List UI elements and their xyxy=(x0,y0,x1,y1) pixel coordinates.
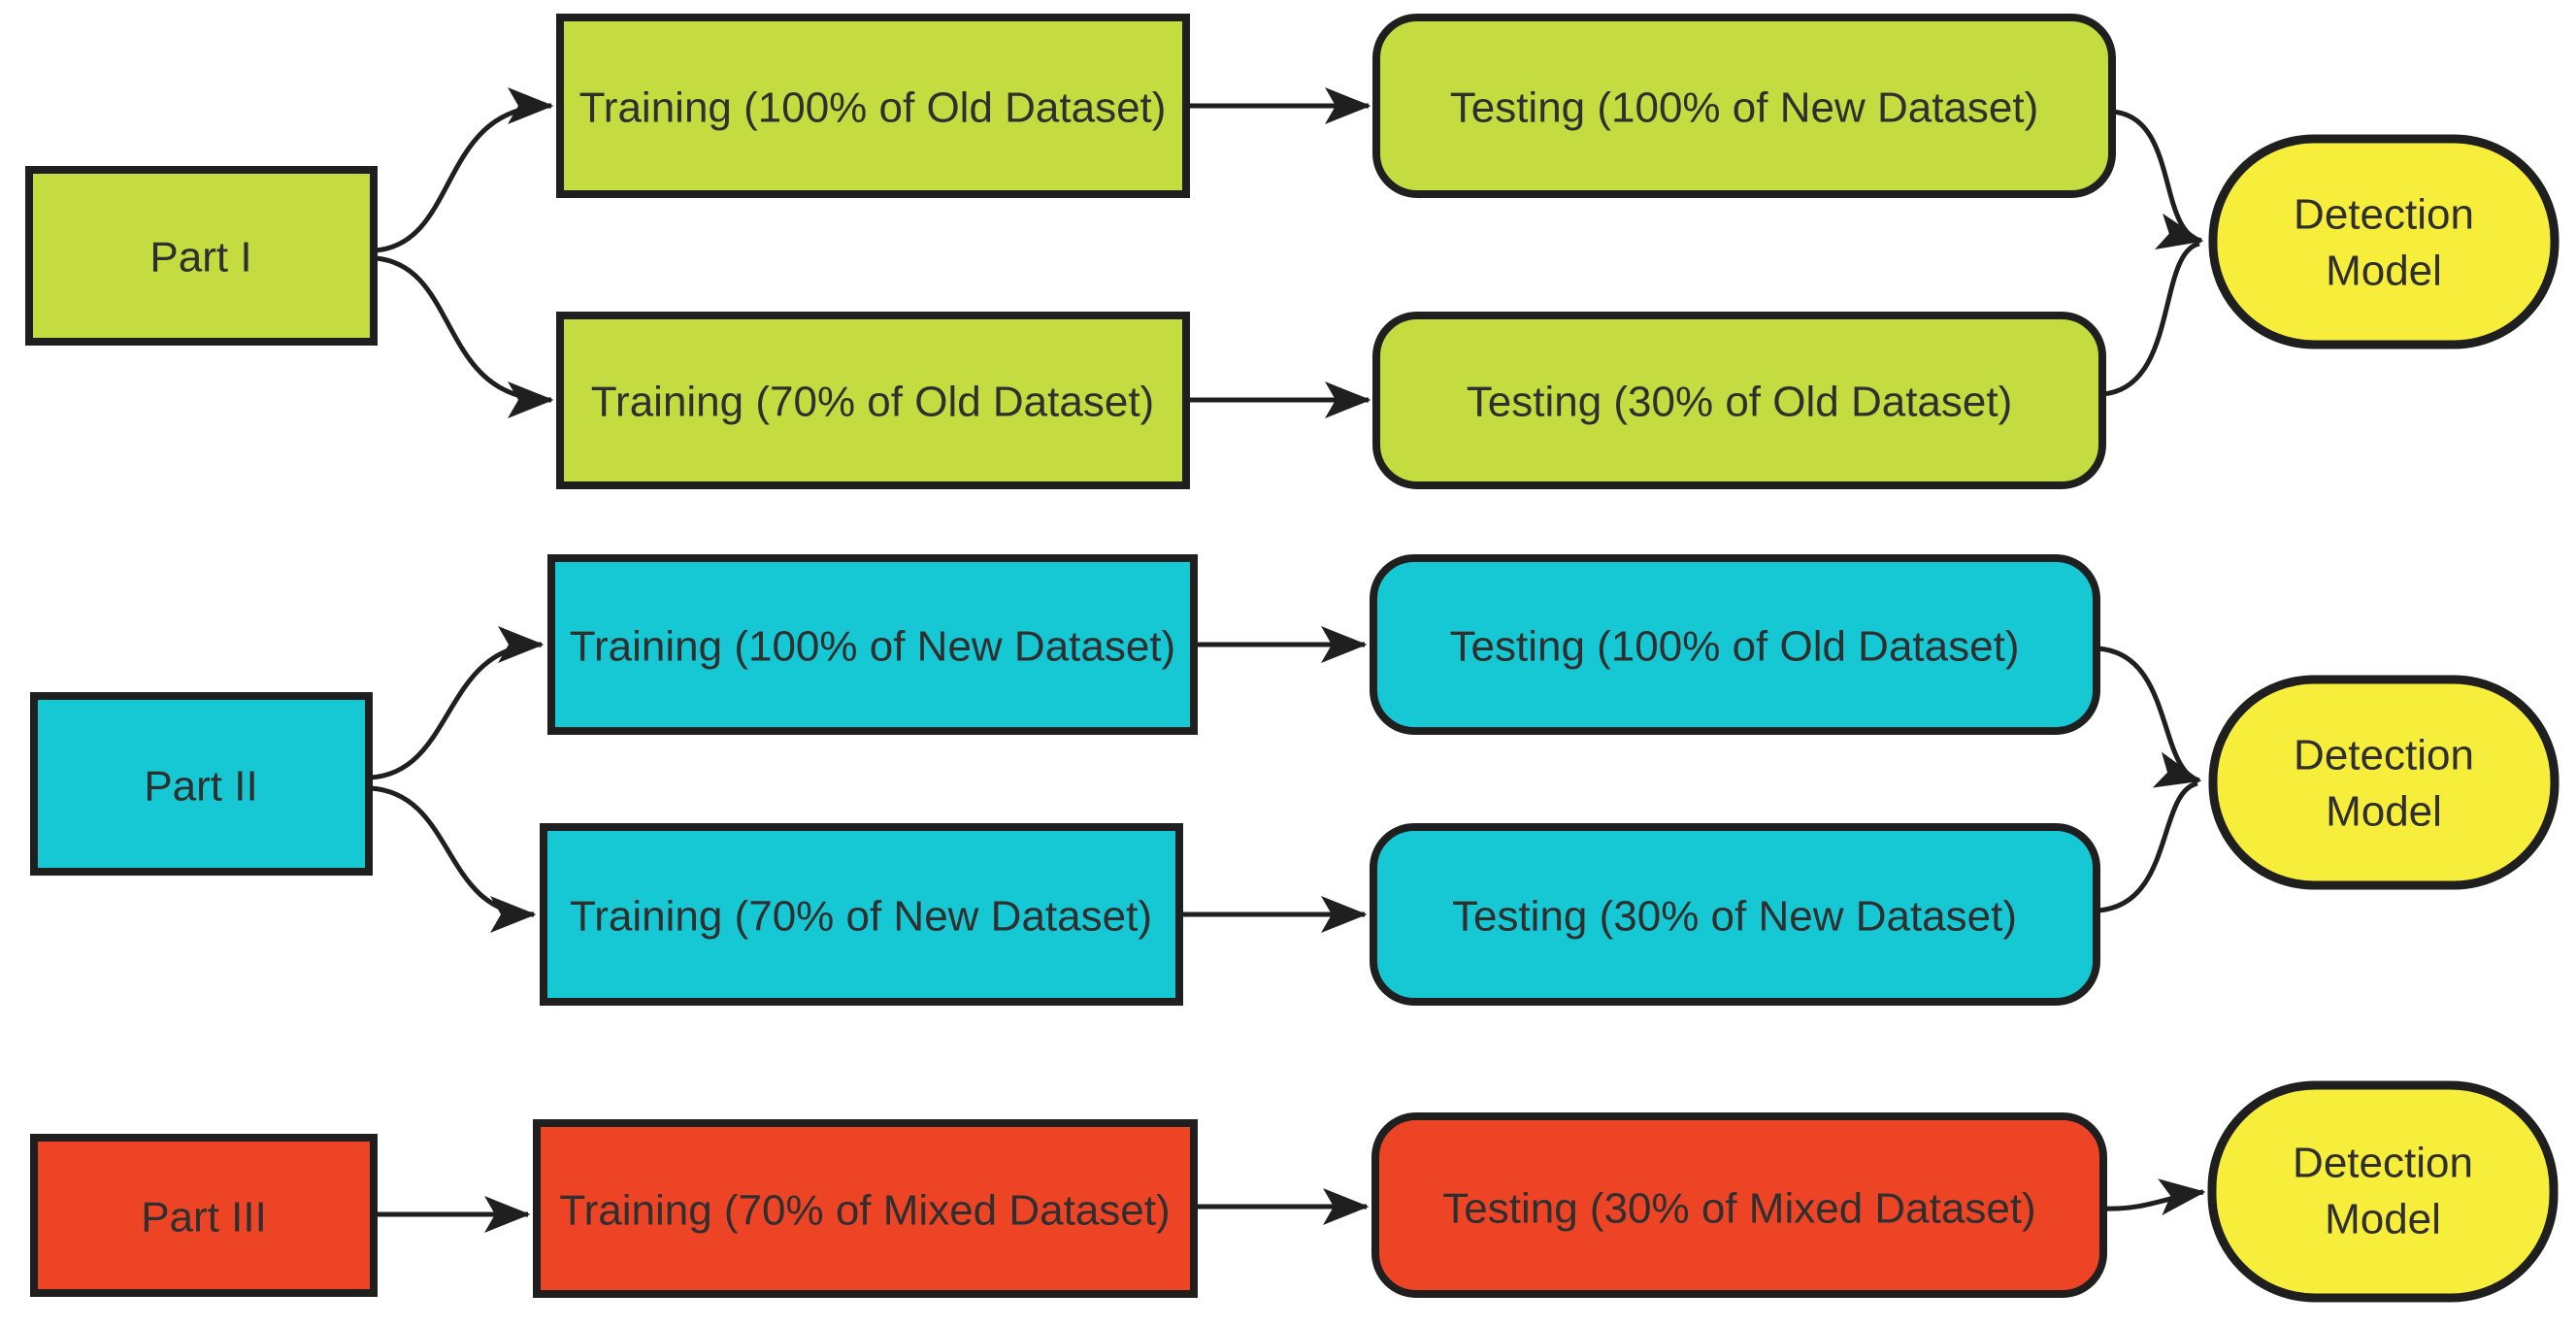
p2-training-b-label: Training (70% of New Dataset) xyxy=(570,893,1152,941)
p2-testing-b-box xyxy=(1370,823,2100,1006)
p3-detection-model-label-line2: Model xyxy=(2325,1196,2441,1243)
node-part3: Part III xyxy=(30,1134,378,1297)
node-p2-testing-b: Testing (30% of New Dataset) xyxy=(1370,823,2100,1006)
p1-training-a-label: Training (100% of Old Dataset) xyxy=(579,84,1167,132)
part1-box xyxy=(25,166,378,346)
p2-detection-model-shape xyxy=(2208,675,2559,890)
p3-detection-model-shape xyxy=(2207,1080,2559,1303)
p2-training-a-label: Training (100% of New Dataset) xyxy=(570,623,1175,671)
edge-part2-to-training-a xyxy=(370,626,545,780)
p1-testing-b-box xyxy=(1372,312,2106,489)
edge-part2-to-training-b xyxy=(370,785,537,933)
p3-detection-model-label-line1: Detection xyxy=(2293,1140,2473,1187)
part1-label: Part I xyxy=(149,234,251,282)
node-p2-training-b: Training (70% of New Dataset) xyxy=(540,823,1183,1006)
p2-training-b-box xyxy=(540,823,1183,1006)
node-p2-training-a: Training (100% of New Dataset) xyxy=(547,554,1198,735)
p2-detection-model-label-line2: Model xyxy=(2326,788,2442,836)
p3-training-label: Training (70% of Mixed Dataset) xyxy=(559,1187,1170,1235)
node-p3-detection-model: Detection Model xyxy=(2207,1080,2559,1303)
part3-group: Part III Training (70% of Mixed Dataset)… xyxy=(30,1080,2559,1303)
p2-testing-a-label: Testing (100% of Old Dataset) xyxy=(1450,623,2020,671)
p2-testing-b-label: Testing (30% of New Dataset) xyxy=(1452,893,2017,941)
node-p1-training-b: Training (70% of Old Dataset) xyxy=(556,312,1190,489)
edge-p2-testing-b-to-model xyxy=(2096,780,2198,913)
p2-training-a-box xyxy=(547,554,1198,735)
part2-group: Part II Training (100% of New Dataset) T… xyxy=(30,554,2559,1006)
node-p2-testing-a: Testing (100% of Old Dataset) xyxy=(1370,554,2100,735)
node-p1-detection-model: Detection Model xyxy=(2208,134,2559,349)
p3-testing-label: Testing (30% of Mixed Dataset) xyxy=(1442,1185,2035,1233)
node-p2-detection-model: Detection Model xyxy=(2208,675,2559,890)
part1-group: Part I Training (100% of Old Dataset) Te… xyxy=(25,14,2559,489)
p3-training-box xyxy=(533,1119,1198,1298)
edge-p2-testing-a-to-model xyxy=(2096,646,2202,788)
node-p1-testing-b: Testing (30% of Old Dataset) xyxy=(1372,312,2106,489)
edge-p1-testing-b-to-model xyxy=(2101,241,2200,397)
p2-testing-a-box xyxy=(1370,554,2100,735)
edge-p1-testing-a-to-model xyxy=(2111,109,2204,249)
p3-testing-box xyxy=(1371,1112,2107,1298)
edge-p3-testing-to-model xyxy=(2102,1178,2206,1216)
node-p3-testing: Testing (30% of Mixed Dataset) xyxy=(1371,1112,2107,1298)
part3-label: Part III xyxy=(141,1194,267,1242)
p1-testing-a-box xyxy=(1372,14,2116,198)
p1-testing-b-label: Testing (30% of Old Dataset) xyxy=(1467,379,2012,426)
p1-detection-model-label-line2: Model xyxy=(2326,248,2442,295)
part3-box xyxy=(30,1134,378,1297)
node-p3-training: Training (70% of Mixed Dataset) xyxy=(533,1119,1198,1298)
p1-training-b-box xyxy=(556,312,1190,489)
node-p1-training-a: Training (100% of Old Dataset) xyxy=(556,14,1190,198)
p1-training-b-label: Training (70% of Old Dataset) xyxy=(591,379,1154,426)
edge-part1-to-training-a xyxy=(375,87,554,253)
p1-detection-model-label-line1: Detection xyxy=(2294,191,2474,239)
part2-label: Part II xyxy=(144,763,257,811)
node-p1-testing-a: Testing (100% of New Dataset) xyxy=(1372,14,2116,198)
part2-box xyxy=(30,692,373,876)
node-part2: Part II xyxy=(30,692,373,876)
edge-part1-to-training-b xyxy=(375,255,554,418)
p1-detection-model-shape xyxy=(2208,134,2559,349)
node-part1: Part I xyxy=(25,166,378,346)
p1-training-a-box xyxy=(556,14,1190,198)
p2-detection-model-label-line1: Detection xyxy=(2294,732,2474,779)
p1-testing-a-label: Testing (100% of New Dataset) xyxy=(1450,84,2039,132)
